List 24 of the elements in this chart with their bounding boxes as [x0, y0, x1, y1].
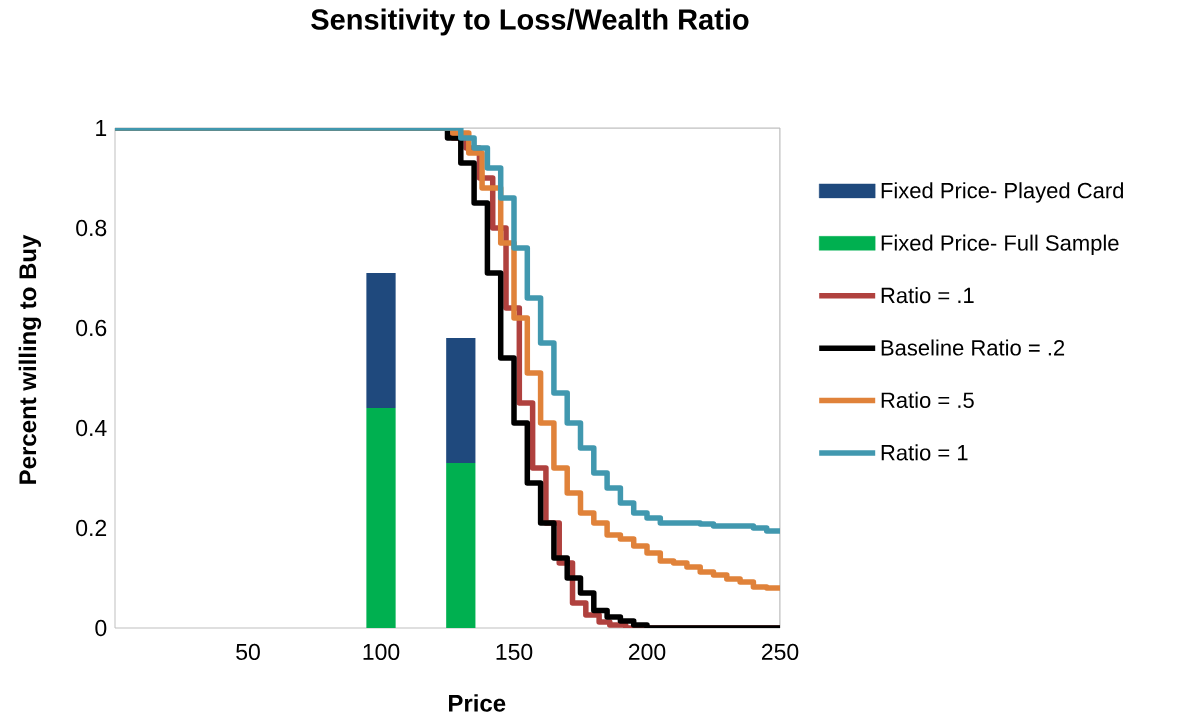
chart-title: Sensitivity to Loss/Wealth Ratio: [311, 8, 749, 36]
x-tick-label: 100: [363, 643, 400, 661]
y-tick-label: 0.4: [76, 419, 107, 437]
y-axis-title: Percent willing to Buy: [18, 234, 42, 484]
bar: [366, 273, 396, 408]
y-tick-label: 0.2: [76, 519, 107, 537]
legend-label: Fixed Price- Full Sample: [881, 234, 1119, 256]
legend-label: Baseline Ratio = .2: [881, 339, 1065, 356]
legend-label: Ratio = .1: [881, 287, 974, 304]
legend-label: Ratio = .5: [881, 391, 974, 409]
y-tick-label: 0.8: [76, 219, 107, 237]
legend-label: Fixed Price- Played Card: [881, 182, 1124, 203]
y-tick-label: 0: [95, 619, 107, 637]
x-tick-label: 150: [496, 643, 533, 661]
bar: [446, 463, 476, 628]
y-tick-label: 0.6: [76, 319, 107, 337]
x-tick-label: 250: [761, 643, 799, 661]
x-axis-title: Price: [449, 694, 506, 712]
legend-label: Ratio = 1: [881, 444, 968, 461]
x-tick-label: 200: [628, 643, 666, 661]
bar: [446, 338, 476, 463]
y-tick-label: 1: [96, 120, 107, 136]
bar: [366, 408, 396, 628]
x-tick-label: 50: [236, 643, 260, 661]
